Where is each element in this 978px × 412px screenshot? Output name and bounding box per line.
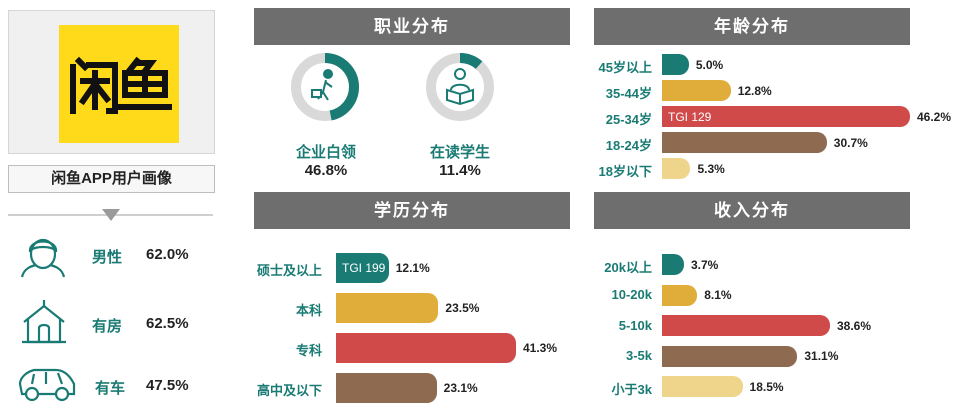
occupation-label-white-collar: 企业白领 bbox=[295, 144, 356, 161]
education-category-label: 专科 bbox=[295, 343, 322, 358]
income-category-label: 20k以上 bbox=[604, 259, 652, 275]
xianyu-logo-mark bbox=[70, 56, 172, 114]
education-value-label: 23.5% bbox=[445, 301, 480, 315]
income-bar bbox=[662, 254, 684, 275]
education-category-label: 本科 bbox=[295, 303, 322, 318]
age-bar bbox=[662, 80, 731, 101]
income-value-label: 8.1% bbox=[704, 288, 732, 302]
trait-value-car: 47.5% bbox=[146, 377, 189, 394]
divider-arrow-icon bbox=[102, 209, 120, 221]
education-tgi-annotation: TGI 199 bbox=[342, 261, 386, 275]
trait-value-male: 62.0% bbox=[146, 246, 189, 263]
occupation-value-student: 11.4% bbox=[439, 162, 481, 179]
education-bar bbox=[336, 293, 439, 323]
car-icon bbox=[18, 368, 76, 402]
age-header: 年龄分布 bbox=[594, 8, 910, 45]
house-icon bbox=[22, 300, 66, 344]
male-face-icon bbox=[20, 238, 66, 278]
age-value-label: 5.3% bbox=[697, 161, 725, 176]
trait-label-male: 男性 bbox=[92, 249, 123, 266]
occupation-donut-white-collar bbox=[291, 53, 359, 121]
income-bar bbox=[662, 315, 830, 336]
income-category-label: 5-10k bbox=[618, 317, 652, 333]
age-value-label: 12.8% bbox=[737, 83, 772, 98]
income-bar bbox=[662, 376, 743, 397]
education-header: 学历分布 bbox=[254, 192, 570, 229]
age-category-label: 18-24岁 bbox=[605, 137, 652, 153]
age-category-label: 25-34岁 bbox=[605, 111, 652, 127]
age-category-label: 35-44岁 bbox=[605, 85, 652, 101]
education-bar bbox=[336, 373, 437, 403]
income-header: 收入分布 bbox=[594, 192, 910, 229]
age-bar bbox=[662, 106, 910, 127]
income-value-label: 38.6% bbox=[837, 318, 872, 333]
education-category-label: 高中及以下 bbox=[256, 383, 322, 398]
education-value-label: 41.3% bbox=[523, 341, 558, 355]
income-value-label: 3.7% bbox=[691, 257, 719, 272]
profile-title: 闲鱼APP用户画像 bbox=[8, 165, 215, 193]
income-bar bbox=[662, 345, 798, 367]
student-reading-icon bbox=[446, 68, 474, 106]
occupation-header: 职业分布 bbox=[254, 8, 570, 45]
xianyu-logo bbox=[59, 25, 179, 143]
age-bar bbox=[662, 158, 691, 179]
age-category-label: 45岁以上 bbox=[598, 59, 652, 75]
office-worker-icon bbox=[311, 69, 333, 101]
income-category-label: 10-20k bbox=[611, 287, 652, 302]
age-value-label: 30.7% bbox=[833, 135, 868, 150]
occupation-label-student: 在读学生 bbox=[429, 144, 490, 161]
education-value-label: 23.1% bbox=[443, 381, 478, 395]
age-tgi-annotation: TGI 129 bbox=[668, 109, 712, 124]
occupation-donut-student bbox=[426, 53, 494, 121]
age-category-label: 18岁以下 bbox=[598, 163, 652, 179]
occupation-value-white-collar: 46.8% bbox=[304, 162, 348, 179]
education-bar bbox=[336, 333, 516, 363]
income-category-label: 小于3k bbox=[611, 381, 652, 397]
income-bar bbox=[662, 284, 698, 306]
trait-label-car: 有车 bbox=[95, 380, 126, 397]
education-value-label: 12.1% bbox=[395, 261, 430, 275]
age-bar bbox=[662, 54, 689, 75]
trait-label-house: 有房 bbox=[92, 318, 123, 335]
education-category-label: 硕士及以上 bbox=[256, 263, 322, 278]
trait-value-house: 62.5% bbox=[146, 315, 189, 332]
income-category-label: 3-5k bbox=[625, 348, 652, 363]
logo-card bbox=[8, 10, 215, 154]
age-value-label: 46.2% bbox=[917, 109, 952, 124]
income-value-label: 18.5% bbox=[749, 379, 784, 394]
income-value-label: 31.1% bbox=[804, 349, 839, 363]
age-bar bbox=[662, 132, 827, 153]
education-bar bbox=[336, 253, 389, 283]
age-value-label: 5.0% bbox=[695, 57, 724, 72]
